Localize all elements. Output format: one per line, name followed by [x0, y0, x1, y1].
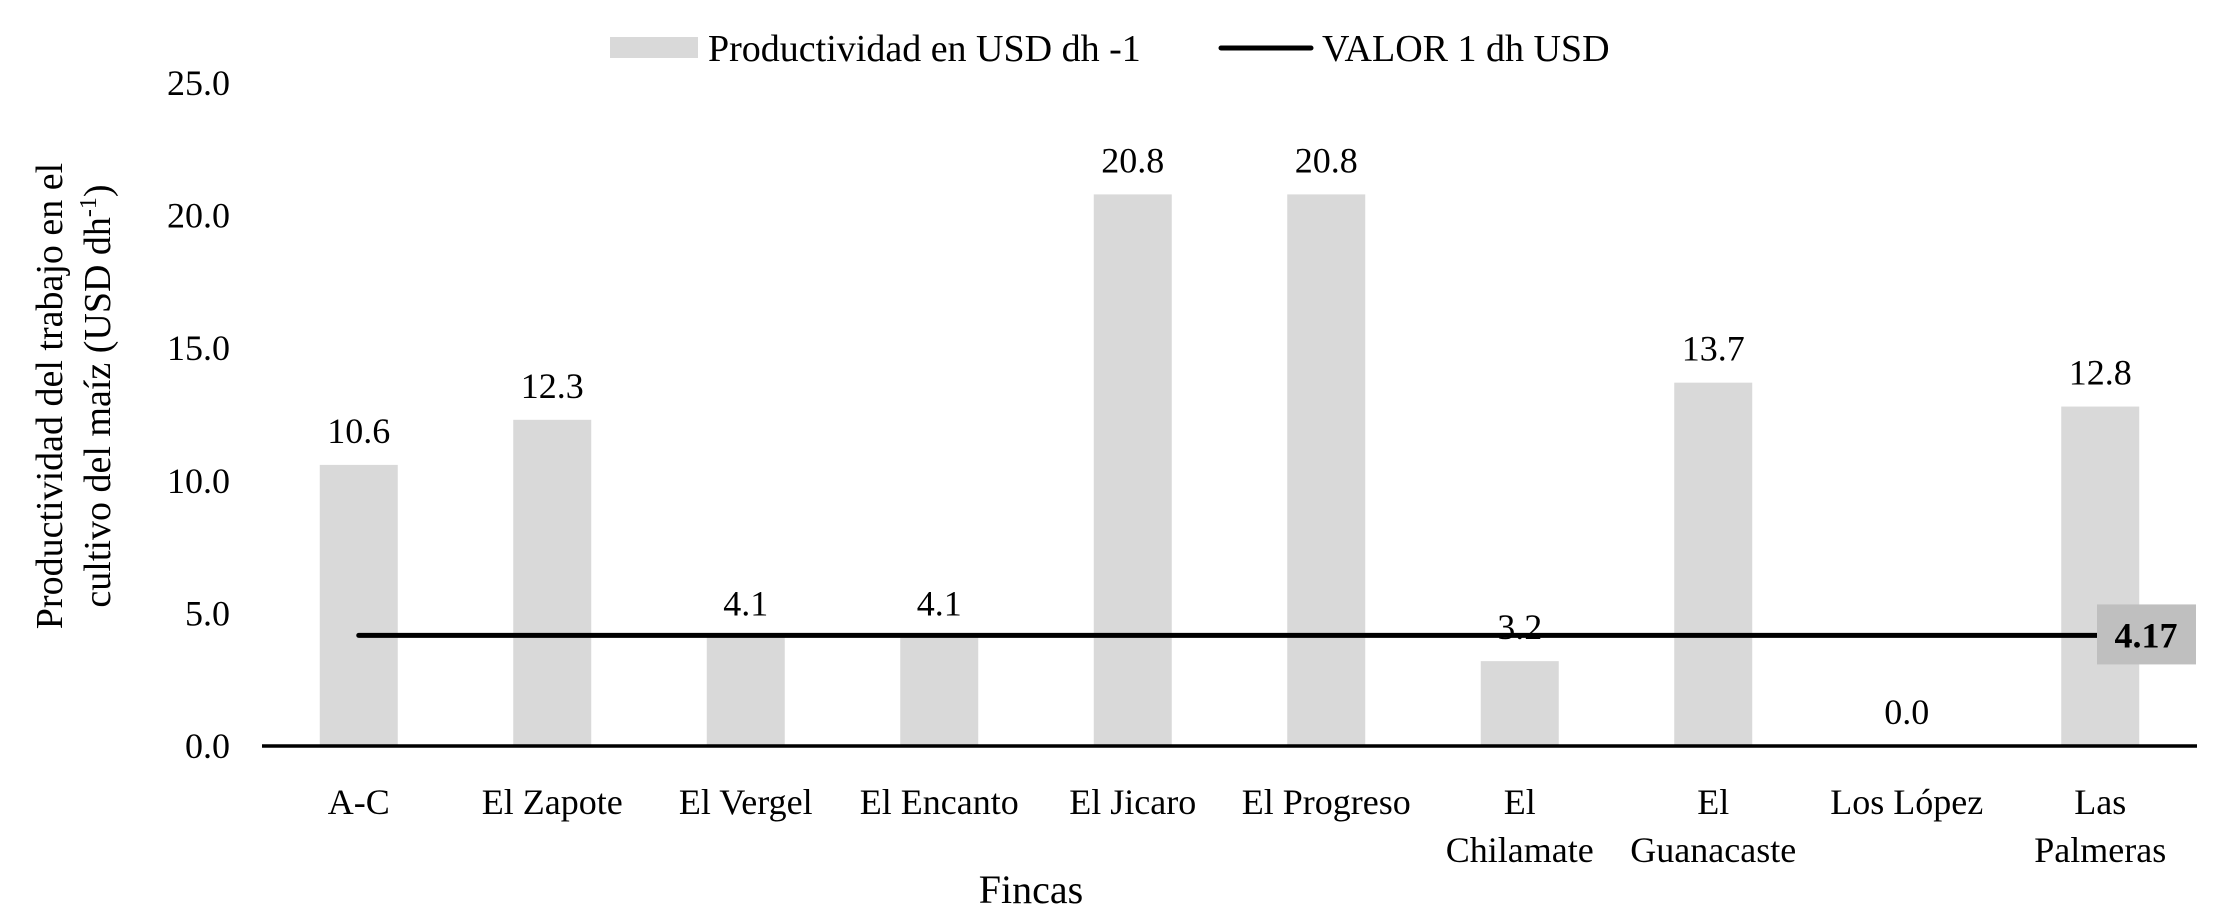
x-tick-label: Los López [1830, 782, 1983, 822]
x-tick-label: El Zapote [482, 782, 623, 822]
bar-value-label: 0.0 [1884, 692, 1929, 732]
x-tick-label: El Encanto [860, 782, 1019, 822]
x-tick-label: Guanacaste [1630, 830, 1796, 870]
bar [1674, 382, 1753, 746]
y-axis-title-line2: cultivo del maíz (USD dh-1) [76, 184, 119, 607]
x-tick-label: Palmeras [2034, 830, 2166, 870]
x-tick-label: El [1504, 782, 1536, 822]
x-tick-label: El Progreso [1242, 782, 1411, 822]
x-tick-label: Chilamate [1446, 830, 1594, 870]
bar-value-label: 20.8 [1101, 140, 1164, 180]
bar [319, 464, 398, 746]
legend-line-label: VALOR 1 dh USD [1322, 28, 1610, 70]
bar [900, 637, 979, 746]
bar-value-label: 20.8 [1295, 140, 1358, 180]
bar-value-label: 13.7 [1682, 329, 1745, 369]
y-axis-ticks: 0.0 5.0 10.0 15.0 20.0 25.0 [167, 63, 230, 766]
y-tick-label: 15.0 [167, 328, 230, 368]
x-tick-label: El [1697, 782, 1729, 822]
x-tick-label: El Vergel [679, 782, 813, 822]
x-tick-label: A-C [328, 782, 390, 822]
y-tick-label: 10.0 [167, 461, 230, 501]
x-axis-labels: A-C El Zapote El Vergel El Encanto El Jicaro… [328, 782, 2166, 870]
bar [1093, 194, 1172, 746]
y-tick-label: 0.0 [185, 726, 230, 766]
reference-label-box [2097, 604, 2196, 665]
legend: Productividad en USD dh -1 VALOR 1 dh US… [610, 28, 1610, 70]
bar-value-labels: 10.6 12.3 4.1 4.1 20.8 20.8 3.2 13.7 0.0 12.8 [327, 140, 2132, 732]
reference-label-text: 4.17 [2115, 615, 2178, 655]
legend-bar-label: Productividad en USD dh -1 [708, 28, 1141, 70]
y-axis-title: Productividad del trabajo en el cultivo … [29, 163, 119, 629]
bar-value-label: 12.8 [2069, 353, 2132, 393]
y-tick-label: 5.0 [185, 593, 230, 633]
bar-series [319, 194, 2140, 746]
bar-value-label: 3.2 [1497, 607, 1542, 647]
bar-value-label: 4.1 [917, 583, 962, 623]
y-tick-label: 20.0 [167, 196, 230, 236]
x-tick-label: El Jicaro [1069, 782, 1196, 822]
reference-line-label: 4.17 [2097, 604, 2196, 665]
bar [2061, 406, 2140, 746]
x-axis-title: Fincas [979, 867, 1083, 912]
bar [1287, 194, 1366, 746]
bar [513, 419, 592, 746]
legend-bar-swatch [610, 37, 698, 58]
y-axis-title-line1: Productividad del trabajo en el [29, 163, 71, 629]
bar [1480, 661, 1559, 746]
bar-value-label: 12.3 [521, 366, 584, 406]
bar [706, 637, 785, 746]
y-tick-label: 25.0 [167, 63, 230, 103]
bar-value-label: 10.6 [327, 411, 390, 451]
bar-value-label: 4.1 [723, 583, 768, 623]
x-tick-label: Las [2074, 782, 2126, 822]
